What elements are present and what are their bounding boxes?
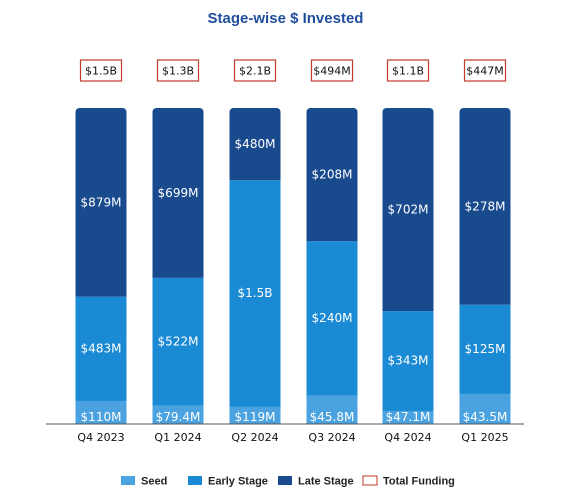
total-funding-box [233,59,277,82]
total-funding-label: $1.1B [392,65,424,78]
total-funding-box [310,59,354,82]
seed-bar [75,400,127,425]
seed-bar [229,406,281,425]
late-stage-bar [459,108,511,305]
late-stage-bar [75,108,127,297]
early-stage-bar [459,304,511,394]
seed-bar [306,394,358,425]
seed-bar [382,410,434,425]
legend-label-seed: Seed [141,476,167,488]
total-funding-label: $2.1B [239,65,271,78]
legend-swatch-total-funding [362,475,378,486]
legend-label-early-stage: Early Stage [208,476,268,488]
early-stage-value-label: $483M [81,342,122,356]
legend-label-total-funding: Total Funding [383,476,455,488]
early-stage-value-label: $125M [465,342,506,356]
seed-value-label: $110M [81,410,122,424]
early-stage-bar [75,296,127,401]
seed-value-label: $45.8M [310,410,355,424]
early-stage-bar [306,241,358,396]
x-tick-label: Q2 2024 [231,431,278,444]
total-funding-box [386,59,430,82]
early-stage-value-label: $522M [158,334,199,348]
early-stage-bar [229,180,281,407]
legend: Seed Early Stage Late Stage Total Funding [121,475,455,488]
seed-value-label: $79.4M [156,410,201,424]
late-stage-value-label: $278M [465,199,506,213]
chart-title: Stage-wise $ Invested [208,10,364,27]
early-stage-bar [382,311,434,411]
late-stage-bar [152,108,204,278]
late-stage-value-label: $699M [158,186,199,200]
total-funding-label: $494M [313,65,351,78]
bar-group [459,108,511,425]
early-stage-value-label: $343M [388,354,429,368]
seed-value-label: $119M [235,410,276,424]
seed-value-label: $43.5M [463,410,508,424]
x-tick-label: Q4 2024 [384,431,431,444]
late-stage-value-label: $702M [388,203,429,217]
seed-value-label: $47.1M [386,410,431,424]
late-stage-value-label: $208M [312,168,353,182]
x-tick-label: Q3 2024 [308,431,355,444]
late-stage-value-label: $879M [81,195,122,209]
legend-swatch-early-stage [188,476,202,485]
total-funding-box [79,59,123,82]
total-funding-box [463,59,507,82]
x-tick-label: Q1 2025 [461,431,508,444]
late-stage-value-label: $480M [235,137,276,151]
bar-group [75,108,127,425]
total-funding-label: $447M [466,65,504,78]
legend-swatch-late-stage [278,476,292,485]
x-axis-ticks: Q4 2023 Q1 2024 Q2 2024 Q3 2024 Q4 2024 Q1 20… [77,431,508,444]
early-stage-value-label: $1.5B [238,286,273,300]
total-funding-label: $1.3B [162,65,194,78]
seed-bar [459,393,511,425]
early-stage-value-label: $240M [312,311,353,325]
total-funding-label: $1.5B [85,65,117,78]
late-stage-bar [229,108,281,181]
legend-swatch-seed [121,476,135,485]
total-funding-box [156,59,200,82]
late-stage-bar [382,108,434,312]
legend-label-late-stage: Late Stage [298,476,354,488]
x-tick-label: Q4 2023 [77,431,124,444]
bar-group [306,108,358,425]
seed-bar [152,404,204,425]
early-stage-bar [152,277,204,406]
x-tick-label: Q1 2024 [154,431,201,444]
bar-group [152,108,204,425]
late-stage-bar [306,108,358,242]
bars: $110M $483M $879M $79.4M $522M $699M $119M $1.5… [75,108,511,425]
bar-group [382,108,434,425]
bar-group [229,108,281,425]
total-funding-labels: $1.5B $1.3B $2.1B $494M $1.1B $447M [79,59,507,82]
